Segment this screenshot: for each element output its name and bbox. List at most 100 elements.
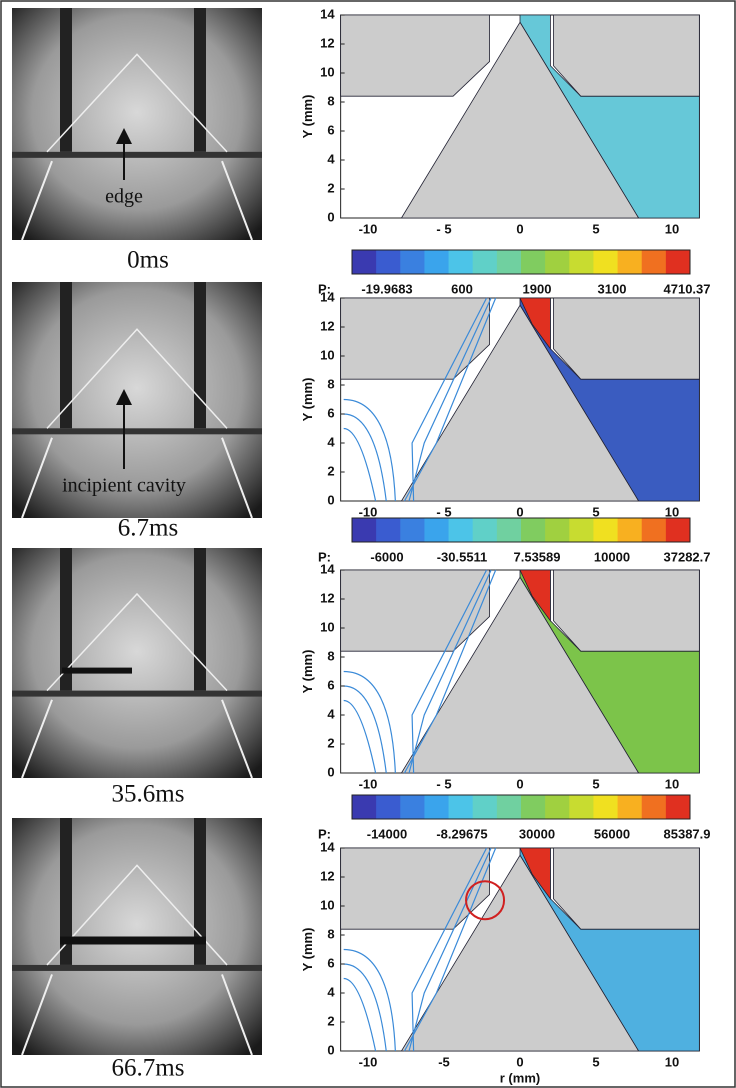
colorbar-step (448, 518, 474, 542)
block-right (553, 847, 700, 930)
colorbar-step (545, 518, 570, 542)
y-tick-label: 4 (327, 706, 335, 721)
streamline (343, 963, 387, 1052)
x-tick-label: -10 (359, 504, 378, 519)
time-label: 6.7ms (118, 515, 178, 542)
y-tick-label: 12 (320, 868, 334, 883)
photo-pillar (60, 282, 72, 429)
highlight (465, 880, 506, 921)
cavity (60, 936, 206, 945)
colorbar-label: 1900 (523, 281, 552, 296)
colorbar-label: 56000 (594, 826, 630, 841)
high-pressure (519, 297, 551, 350)
streamline (343, 670, 396, 774)
streamline (343, 413, 387, 502)
y-tick-label: 6 (327, 122, 334, 137)
y-tick-label: 10 (320, 347, 334, 362)
colorbar-step (617, 250, 643, 274)
cone (400, 21, 640, 219)
y-tick-label: 2 (327, 1013, 334, 1028)
colorbar-step (496, 795, 522, 819)
photo-pillar (194, 548, 206, 691)
x-tick-label: 10 (665, 1054, 679, 1069)
y-axis-label: Y (mm) (300, 928, 315, 972)
x-tick-label: 0 (516, 221, 523, 236)
y-tick-label: 8 (327, 926, 334, 941)
photo-pillar (60, 8, 72, 152)
y-tick-label: 2 (327, 463, 334, 478)
photo-cone (46, 592, 228, 692)
colorbar-step (665, 250, 691, 274)
colorbar-label: -8.29675 (436, 826, 487, 841)
colorbar-step (376, 795, 401, 819)
y-tick-label: 6 (327, 405, 334, 420)
streamline (343, 427, 377, 502)
photo-cone (46, 328, 228, 429)
photo-band (12, 964, 262, 971)
colorbar-step (641, 518, 667, 542)
x-tick-label: 0 (516, 504, 523, 519)
y-tick-label: 14 (320, 839, 335, 854)
x-tick-label: -10 (359, 221, 378, 236)
streamline (403, 297, 497, 502)
colorbar-step (521, 250, 546, 274)
streamline (411, 569, 488, 774)
colorbar-step (641, 795, 667, 819)
block-left (340, 14, 491, 97)
colorbar-step (665, 795, 691, 819)
colorbar-step (521, 518, 546, 542)
colorbar-step (569, 250, 594, 274)
y-axis-label: Y (mm) (300, 650, 315, 694)
x-tick-label: 0 (516, 1054, 523, 1069)
photo-trap (21, 699, 253, 779)
streamline (343, 398, 396, 502)
y-tick-label: 0 (327, 492, 334, 507)
streamline (343, 948, 396, 1052)
colorbar-step (496, 250, 522, 274)
y-tick-label: 4 (327, 151, 335, 166)
x-tick-label: 10 (665, 776, 679, 791)
photo-trap (21, 160, 253, 241)
x-tick-label: - 5 (436, 776, 451, 791)
x-tick-label: -5 (438, 1054, 450, 1069)
y-axis-label: Y (mm) (300, 95, 315, 139)
colorbar-step (352, 795, 377, 819)
y-tick-label: 14 (320, 561, 335, 576)
annotation: incipient cavity (62, 475, 186, 497)
y-tick-label: 0 (327, 209, 334, 224)
photo-band (12, 690, 262, 697)
colorbar-prefix: P: (318, 281, 331, 296)
time-label: 35.6ms (112, 781, 185, 808)
block-right (553, 14, 700, 97)
colorbar-step (545, 250, 570, 274)
colorbar-prefix: P: (318, 826, 331, 841)
colorbar-step (448, 250, 474, 274)
cone (400, 854, 640, 1052)
cavity (62, 667, 132, 674)
colorbar-step (472, 250, 498, 274)
streamline (343, 699, 377, 774)
colorbar-step (448, 795, 474, 819)
colorbar-step (400, 795, 425, 819)
photo-cone (46, 53, 228, 153)
colorbar-label: 4710.37 (664, 281, 711, 296)
colorbar-step (641, 250, 667, 274)
x-tick-label: -10 (359, 776, 378, 791)
colorbar-label: 10000 (594, 549, 630, 564)
x-tick-label: - 5 (436, 221, 451, 236)
y-tick-label: 12 (320, 590, 334, 605)
y-tick-label: 6 (327, 955, 334, 970)
photo-bg (12, 282, 262, 518)
y-tick-label: 8 (327, 648, 334, 663)
x-tick-label: 0 (516, 776, 523, 791)
streamline (343, 685, 387, 774)
colorbar-step (424, 250, 450, 274)
photo-bg (12, 8, 262, 240)
colorbar-frame (351, 249, 691, 275)
streamline (408, 569, 492, 774)
y-tick-label: 8 (327, 93, 334, 108)
photo (12, 548, 262, 779)
colorbar-step (569, 795, 594, 819)
colorbar-label: 7.53589 (514, 549, 561, 564)
streamline (408, 847, 492, 1052)
